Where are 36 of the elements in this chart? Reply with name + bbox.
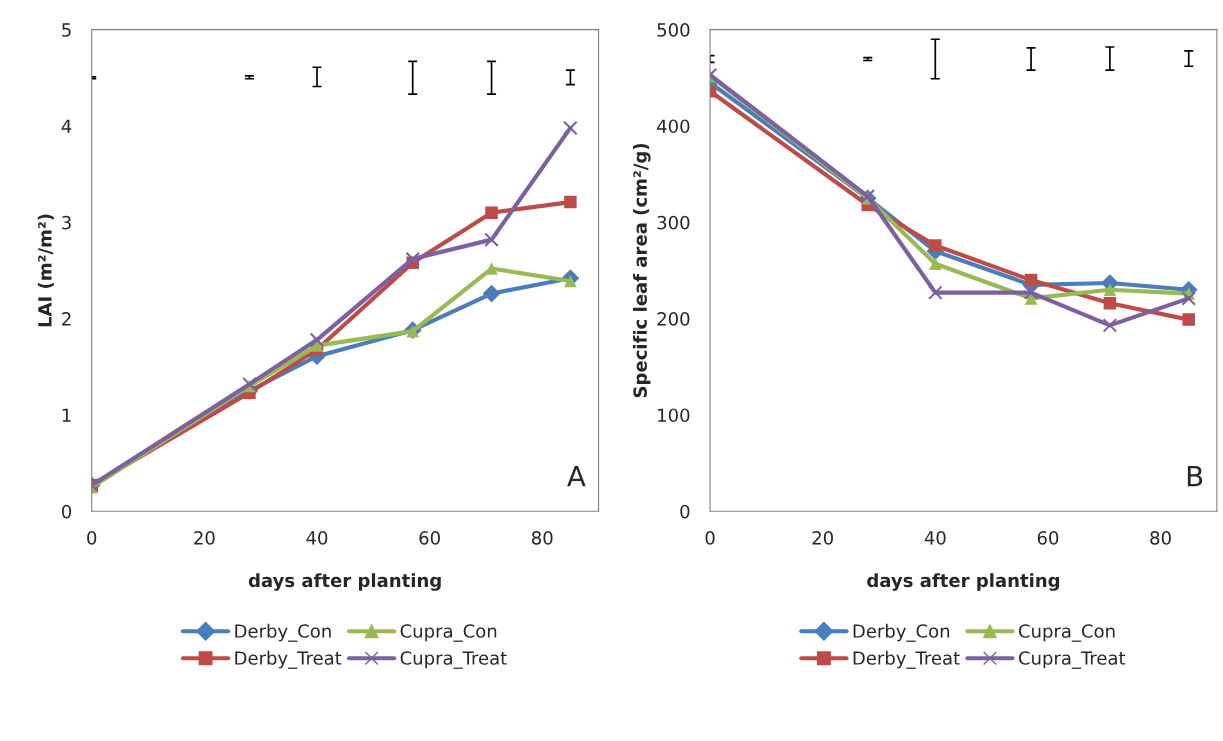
x-tick-label: 40 [924, 531, 946, 545]
y-tick-label: 500 [657, 23, 690, 37]
y-tick-label: 200 [657, 312, 690, 326]
x-tick-label: 0 [87, 531, 97, 545]
legend-label: Cupra_Treat [1018, 651, 1126, 669]
x-tick-label: 60 [419, 531, 440, 545]
x-axis-title: days after planting [867, 573, 1060, 591]
y-axis-title: Specific leaf area (cm²/g) [632, 143, 651, 398]
x-tick-label: 80 [1150, 531, 1171, 545]
y-tick-label: 5 [62, 23, 71, 37]
x-tick-label: 40 [306, 531, 328, 545]
y-axis-title: LAI (m²/m²) [37, 214, 54, 327]
x-tick-label: 20 [194, 531, 215, 545]
y-tick-label: 0 [680, 504, 690, 519]
legend-label: Derby_Con [235, 623, 331, 642]
x-tick-label: 60 [1037, 531, 1059, 545]
legend-label: Derby_Treat [853, 650, 960, 669]
y-tick-label: 2 [62, 312, 71, 326]
legend-label: Derby_Treat [235, 650, 342, 669]
legend-label: Cupra_Treat [400, 651, 507, 669]
y-tick-label: 3 [62, 215, 71, 230]
x-tick-label: 80 [531, 531, 553, 545]
y-tick-label: 300 [657, 215, 690, 230]
x-tick-label: 0 [705, 531, 715, 545]
y-tick-label: 100 [658, 408, 690, 423]
legend-label: Cupra_Con [1018, 624, 1115, 642]
annotation: A [567, 466, 586, 487]
legend-label: Derby_Con [853, 623, 950, 642]
y-tick-label: 0 [61, 504, 72, 519]
legend-label: Cupra_Con [400, 624, 497, 642]
x-tick-label: 20 [812, 531, 833, 545]
y-tick-label: 4 [61, 119, 72, 133]
annotation: B [1187, 466, 1203, 487]
y-tick-label: 1 [62, 408, 71, 422]
y-tick-label: 400 [657, 119, 690, 134]
x-axis-title: days after planting [248, 573, 441, 591]
